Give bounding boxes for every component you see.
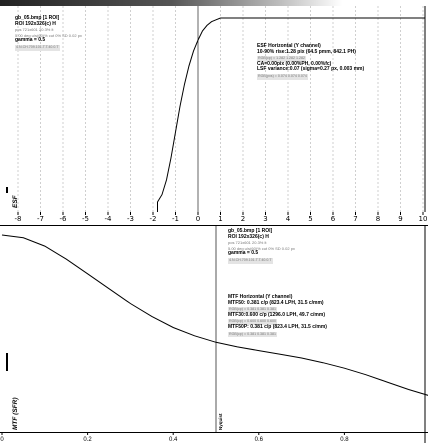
mtf-title: MTF Horizontal (Y channel) — [228, 294, 293, 300]
mtf-roi: ROI 192x326(c) H — [228, 233, 269, 240]
esf-x-tick-label: 5 — [308, 215, 312, 223]
mtf50p: MTF50P: 0.381 c/p (823.4 LPH, 31.5 c/mm) — [228, 323, 327, 330]
esf-panel: gb_05.bmp [1 ROI] ROI 192x326(c) H pos 7… — [0, 0, 428, 212]
mtf-serial: 4.N.CH.709.101.T.T.40.0.T — [228, 257, 273, 264]
mtf30: MTF30:0.600 c/p (1296.0 LPH, 49.7 c/mm) — [228, 311, 325, 318]
mtf-ylabel: MTF (SFR) — [12, 397, 19, 431]
mtf50: MTF50: 0.381 c/p (823.4 LPH, 31.5 c/mm) — [228, 299, 324, 306]
esf-ylabel: ESF — [12, 195, 19, 208]
mtf-side-mark — [6, 353, 8, 371]
mtf-chk: 5.00 deg u/s(60)% cut 0% SD 0.02 px — [228, 245, 295, 251]
mtf-chart: 0 0.2 0.4 0.6 0.8 — [0, 225, 428, 443]
mtf-curve — [1, 234, 428, 396]
esf-rgb2: RGB(pxs) = 0.074 0.074 0.074 — [257, 73, 308, 80]
nyquist-label: Nyquist — [218, 413, 223, 430]
esf-side-mark — [6, 187, 8, 193]
esf-chk: 5.00 deg u/s(60)% cut 0% SD 0.02 px — [15, 32, 82, 38]
esf-x-tick-label: 1 — [218, 215, 222, 223]
esf-gamma: gamma = 0.5 — [15, 37, 46, 44]
esf-x-tick-label: 2 — [241, 215, 245, 223]
mtf-info-top: gb_05.bmp [1 ROI] ROI 192x326(c) H pos 7… — [228, 228, 295, 264]
esf-x-axis: -8 -7 -6 -5 -4 -3 -2 -1 0 1 2 3 4 5 6 7 8 9 10 — [0, 212, 428, 225]
mtf-x-tick-label: 0.4 — [169, 437, 178, 443]
mtf50p-rgb: RGB(cp) = 0.381 0.381 0.381 — [228, 331, 278, 338]
esf-x-tick-label: 3 — [263, 215, 267, 223]
esf-info-left: gb_05.bmp [1 ROI] ROI 192x326(c) H pos 7… — [15, 15, 82, 51]
esf-serial: 4.N.CH.709.101.T.T.40.0.T — [15, 44, 60, 51]
mtf-x-tick-label: 0.6 — [255, 437, 264, 443]
esf-chart — [0, 6, 428, 212]
esf-roi: ROI 192x326(c) H — [15, 20, 56, 27]
esf-rise: 10-90% rise:1.28 pix (64.5 pmm, 842.1 PH… — [257, 48, 356, 55]
esf-x-tick-label: -6 — [60, 215, 68, 223]
mtf-x-tick-label: 0.8 — [340, 437, 349, 443]
mtf50-rgb: RGB(cp) = 0.381 0.381 0.381 — [228, 307, 278, 313]
esf-x-tick-label: -7 — [37, 215, 44, 223]
mtf-x-tick-label: 0.2 — [83, 437, 92, 443]
esf-title: ESF Horizontal (Y channel) — [257, 43, 321, 49]
esf-curve — [157, 17, 221, 212]
mtf-x-tick-label: 0 — [0, 437, 4, 443]
esf-x-tick-label: 9 — [398, 215, 402, 223]
esf-x-tick-label: -1 — [172, 215, 179, 223]
esf-x-tick-label: 4 — [286, 215, 291, 223]
esf-file: gb_05.bmp [1 ROI] — [15, 15, 60, 21]
esf-x-tick-label: -3 — [127, 215, 134, 223]
esf-info-right: ESF Horizontal (Y channel) 10-90% rise:1… — [257, 43, 365, 80]
esf-pos: pos 721x601 20.3% lt — [15, 27, 54, 33]
mtf-gamma: gamma = 0.5 — [228, 250, 259, 257]
esf-x-tick-label: 6 — [331, 215, 336, 223]
esf-ca: CA=0.00pix (0.00%PH, 0.00%fc) — [257, 60, 332, 67]
mtf-panel: 0 0.2 0.4 0.6 0.8 gb_05.bmp [1 ROI] ROI 192x… — [0, 225, 428, 443]
esf-x-tick-label: 8 — [376, 215, 380, 223]
esf-x-tick-label: -4 — [105, 215, 113, 223]
esf-x-tick-label: -8 — [15, 215, 22, 223]
mtf-pos: pos 721x601 20.3% lt — [228, 240, 267, 246]
mtf30-rgb: RGB(cp) = 0.600 0.600 0.600 — [228, 319, 278, 325]
mtf-info-results: MTF Horizontal (Y channel) MTF50: 0.381 … — [228, 294, 327, 338]
esf-x-tick-label: -5 — [82, 215, 89, 223]
esf-x-tick-label: 7 — [353, 215, 357, 223]
esf-x-tick-label: -2 — [150, 215, 157, 223]
esf-x-tick-label: 10 — [419, 215, 428, 223]
title-bar — [0, 0, 428, 6]
esf-variance: LSF variance:0.07 (sigma=0.27 px, 0.003 … — [257, 66, 365, 73]
esf-x-tick-label: 0 — [196, 215, 200, 223]
esf-rgb1: RGB(cp) = 1.282 1.282 1.282 — [257, 56, 307, 62]
mtf-file: gb_05.bmp [1 ROI] — [228, 228, 273, 234]
